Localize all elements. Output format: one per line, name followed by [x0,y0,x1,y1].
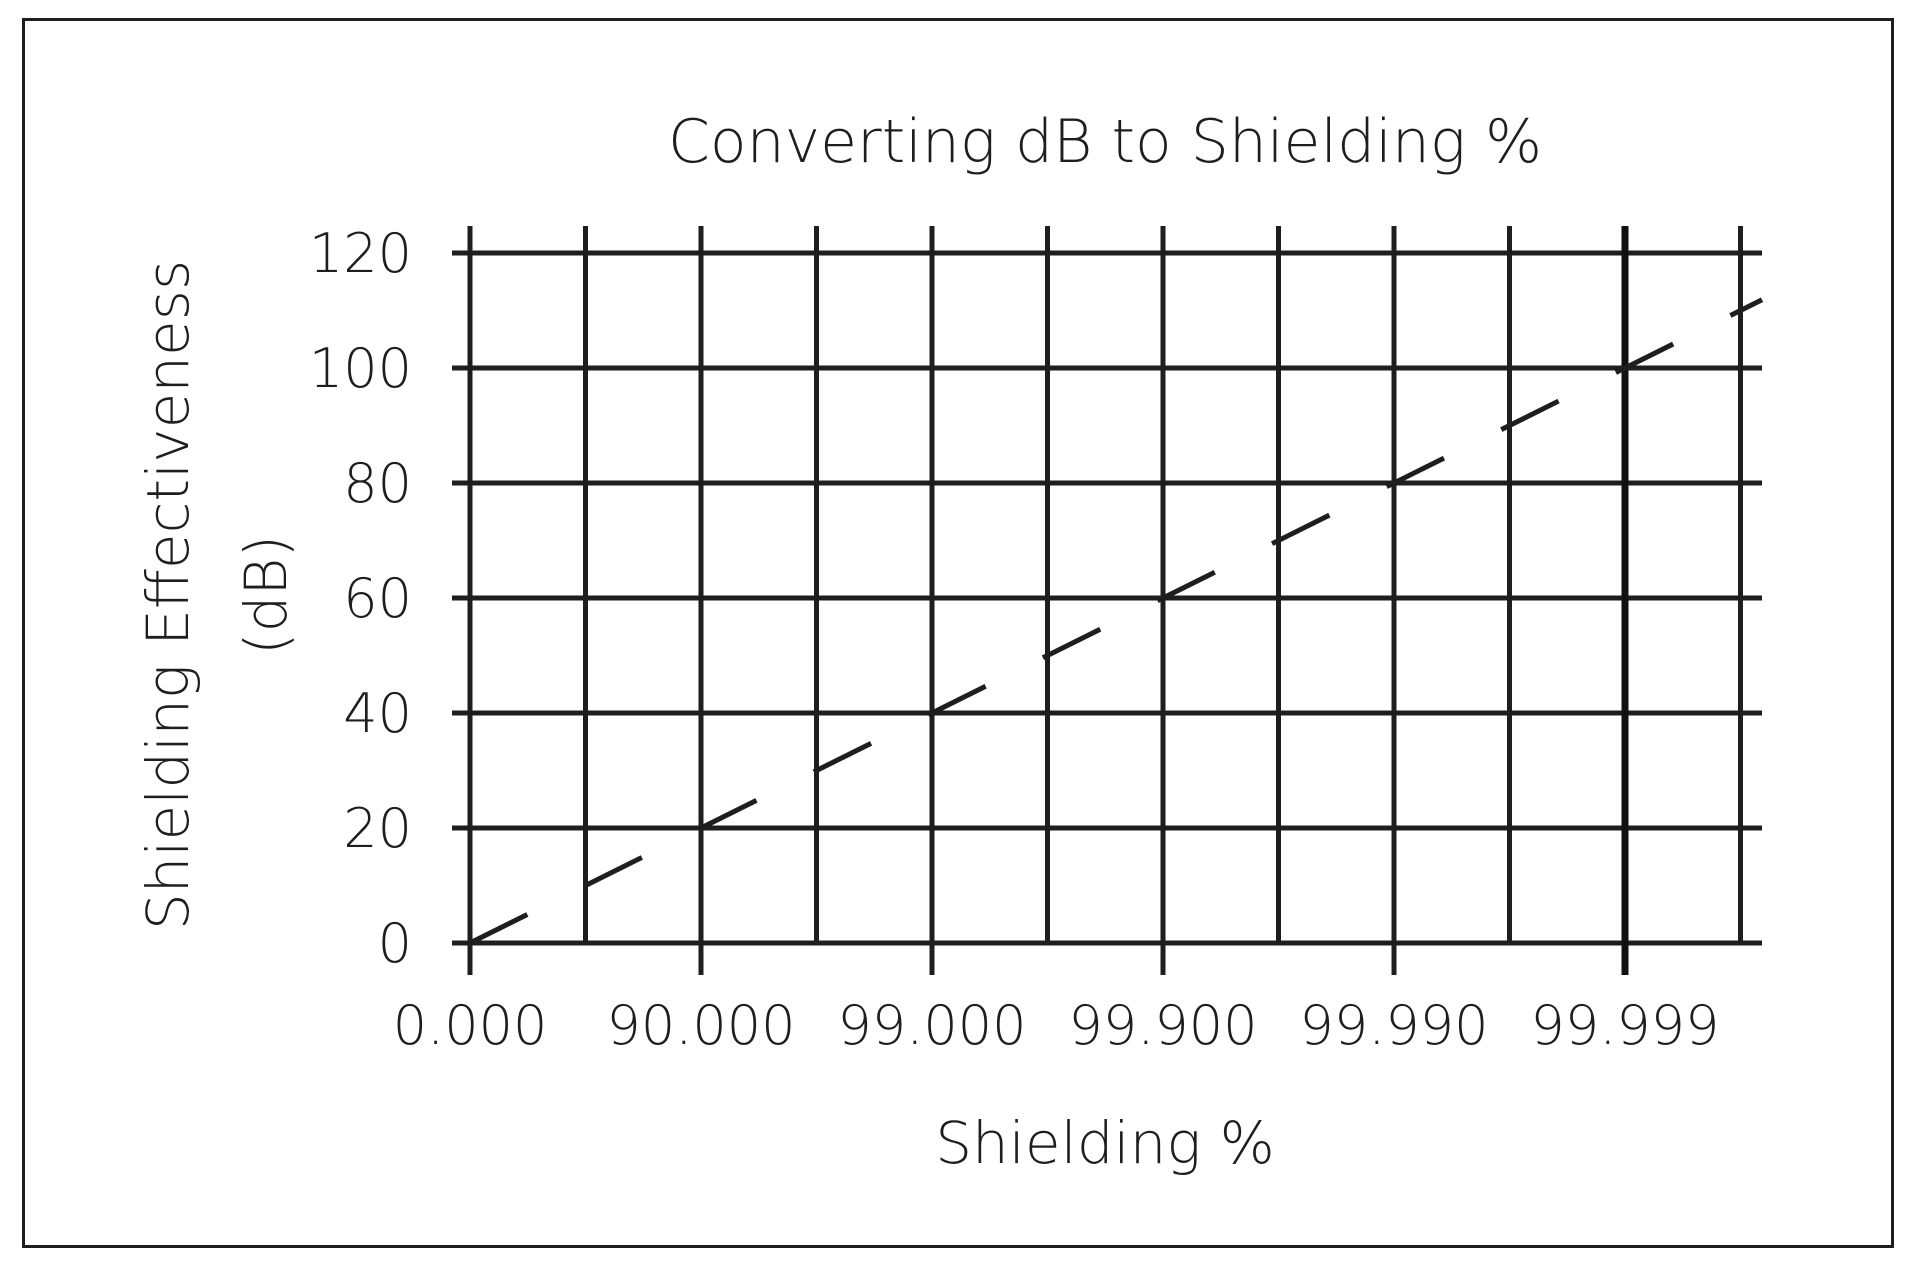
x-tick-label: 99.990 [1300,994,1489,1057]
grid [452,226,1762,975]
chart-frame [22,18,1894,1248]
y-tick-label: 0 [378,912,412,975]
x-tick-label: 99.999 [1531,994,1720,1057]
series-line [468,297,1764,946]
y-axis-label-line-2: (dB) [232,535,300,655]
chart-title: Converting dB to Shielding % [668,107,1542,177]
y-tick-label: 120 [309,222,412,285]
series-layer [468,297,1764,946]
x-tick-label: 90.000 [607,994,796,1057]
tick-labels: 0 20 40 60 80 100 120 0.000 90.000 99.000 99.900 99… [309,222,1720,1057]
y-tick-label: 40 [343,682,412,745]
x-tick-label: 99.900 [1069,994,1258,1057]
y-tick-label: 80 [343,452,412,515]
x-tick-label: 99.000 [838,994,1027,1057]
x-axis-label: Shielding % [935,1109,1275,1177]
y-axis-label: Shielding Effectiveness (dB) [134,260,300,930]
x-tick-label: 0.000 [393,994,548,1057]
y-axis-label-line-1: Shielding Effectiveness [134,260,202,930]
y-tick-label: 20 [343,797,412,860]
y-tick-label: 60 [343,567,412,630]
y-tick-label: 100 [309,337,412,400]
